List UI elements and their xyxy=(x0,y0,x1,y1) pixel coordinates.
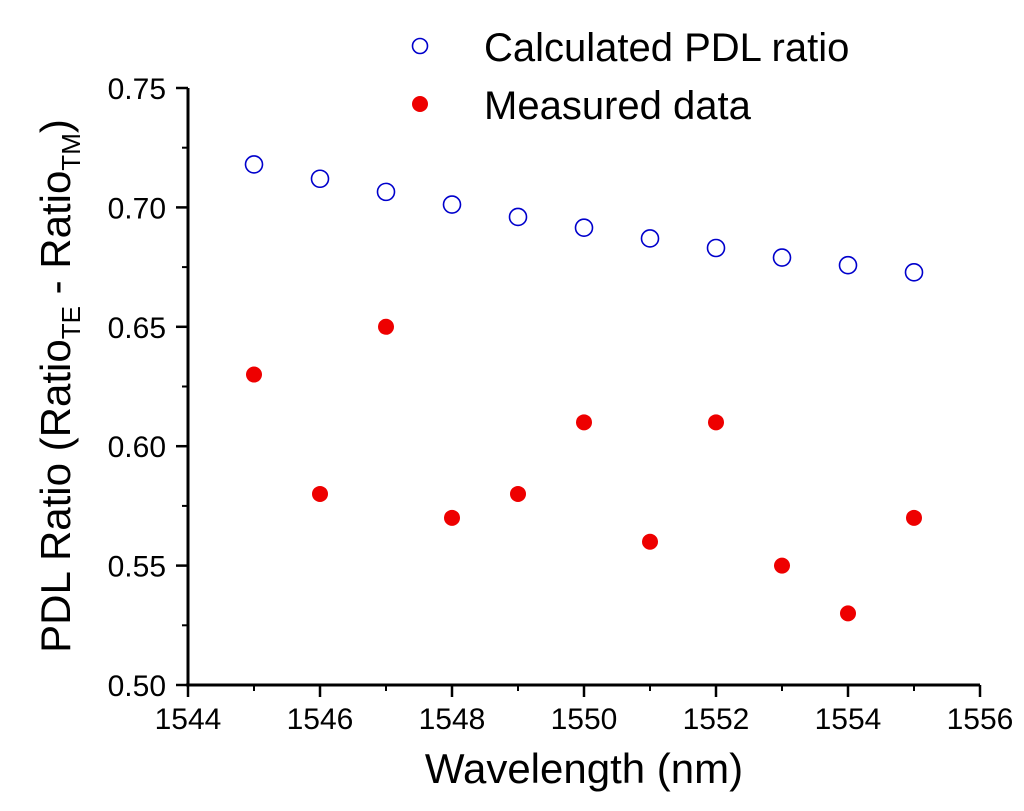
y-tick-label-0.60: 0.60 xyxy=(108,431,166,464)
measured-point-1545 xyxy=(246,366,262,383)
calculated-point-1552 xyxy=(706,238,726,258)
calculated-point-1553 xyxy=(772,248,792,267)
y-axis-title-sub-tm: TM xyxy=(56,133,86,171)
calculated-point-1555 xyxy=(904,263,924,282)
measured-point-1555 xyxy=(906,509,922,526)
y-tick-label-0.55: 0.55 xyxy=(108,551,166,584)
calculated-point-1551 xyxy=(640,229,660,248)
measured-point-1546 xyxy=(312,485,328,502)
x-tick-label-1550: 1550 xyxy=(551,703,618,736)
y-tick-label-0.50: 0.50 xyxy=(108,670,166,703)
y-axis-title-mid: - Ratio xyxy=(32,171,79,306)
legend-label-calculated: Calculated PDL ratio xyxy=(484,26,849,70)
axes xyxy=(186,88,980,687)
measured-point-1547 xyxy=(378,318,394,335)
y-tick-label-0.75: 0.75 xyxy=(108,73,166,106)
x-tick-label-1544: 1544 xyxy=(155,703,222,736)
measured-point-1549 xyxy=(510,485,526,502)
calculated-point-1545 xyxy=(244,155,264,174)
y-ticks: 0.50 0.55 0.60 0.65 0.70 0.75 xyxy=(108,73,188,703)
y-axis-title-sub-te: TE xyxy=(56,306,86,339)
legend-marker-measured xyxy=(412,96,428,112)
calculated-point-1554 xyxy=(838,255,858,275)
calculated-point-1549 xyxy=(508,207,528,227)
x-axis-title: Wavelength (nm) xyxy=(425,745,743,792)
calculated-point-1550 xyxy=(574,218,594,237)
series-calculated xyxy=(244,155,924,282)
measured-point-1548 xyxy=(444,509,460,526)
calculated-point-1546 xyxy=(310,169,330,189)
x-tick-label-1554: 1554 xyxy=(815,703,882,736)
legend: Calculated PDL ratio Measured data xyxy=(411,26,849,128)
measured-point-1551 xyxy=(642,533,658,550)
x-ticks: 1544 1546 1548 1550 1552 1554 1556 xyxy=(155,685,1014,736)
series-layer xyxy=(244,155,924,622)
series-measured xyxy=(246,318,922,622)
calculated-point-1548 xyxy=(442,195,462,214)
measured-point-1550 xyxy=(576,414,592,431)
y-tick-label-0.70: 0.70 xyxy=(108,192,166,225)
legend-marker-calculated xyxy=(411,37,429,55)
calculated-point-1547 xyxy=(376,182,396,202)
x-tick-label-1552: 1552 xyxy=(683,703,750,736)
y-axis-title: PDL Ratio (RatioTE - RatioTM) xyxy=(32,119,86,653)
measured-point-1552 xyxy=(708,414,724,431)
x-tick-label-1546: 1546 xyxy=(287,703,354,736)
legend-label-measured: Measured data xyxy=(484,84,752,128)
y-tick-label-0.65: 0.65 xyxy=(108,312,166,345)
measured-point-1553 xyxy=(774,557,790,574)
x-tick-label-1548: 1548 xyxy=(419,703,486,736)
measured-point-1554 xyxy=(840,605,856,622)
y-axis-title-suffix: ) xyxy=(32,119,79,133)
y-axis-title-prefix: PDL Ratio (Ratio xyxy=(32,339,79,653)
x-tick-label-1556: 1556 xyxy=(947,703,1014,736)
